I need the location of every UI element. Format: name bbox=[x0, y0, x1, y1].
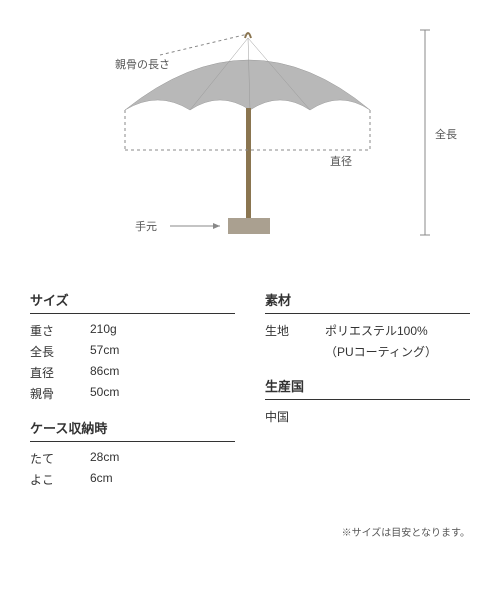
size-section: サイズ 重さ 210g 全長 57cm 直径 86cm 親骨 50cm bbox=[30, 290, 235, 404]
material-header: 素材 bbox=[265, 290, 470, 314]
spec-left-column: サイズ 重さ 210g 全長 57cm 直径 86cm 親骨 50cm ケース収… bbox=[30, 290, 235, 504]
spec-container: サイズ 重さ 210g 全長 57cm 直径 86cm 親骨 50cm ケース収… bbox=[30, 290, 470, 504]
total-length-label: 全長 bbox=[435, 127, 457, 141]
spec-value: 57cm bbox=[90, 343, 235, 360]
rib-length-label: 親骨の長さ bbox=[115, 58, 170, 71]
spec-row: 直径 86cm bbox=[30, 362, 235, 383]
spec-label: 生地 bbox=[265, 322, 325, 339]
spec-row: 全長 57cm bbox=[30, 341, 235, 362]
spec-row: 重さ 210g bbox=[30, 320, 235, 341]
origin-section: 生産国 中国 bbox=[265, 376, 470, 427]
origin-value: 中国 bbox=[265, 406, 470, 427]
spec-label: 直径 bbox=[30, 364, 90, 381]
spec-right-column: 素材 生地 ポリエステル100% （PUコーティング） 生産国 中国 bbox=[265, 290, 470, 504]
size-header: サイズ bbox=[30, 290, 235, 314]
spec-label: 親骨 bbox=[30, 385, 90, 402]
spec-value: ポリエステル100% bbox=[325, 322, 470, 339]
spec-value: 210g bbox=[90, 322, 235, 339]
spec-row: よこ 6cm bbox=[30, 469, 235, 490]
spec-value: 50cm bbox=[90, 385, 235, 402]
origin-header: 生産国 bbox=[265, 376, 470, 400]
spec-row: たて 28cm bbox=[30, 448, 235, 469]
case-section: ケース収納時 たて 28cm よこ 6cm bbox=[30, 418, 235, 490]
diameter-label: 直径 bbox=[330, 154, 352, 168]
spec-value: 28cm bbox=[90, 450, 235, 467]
footnote: ※サイズは目安となります。 bbox=[30, 524, 470, 539]
spec-row: （PUコーティング） bbox=[265, 341, 470, 362]
case-header: ケース収納時 bbox=[30, 418, 235, 442]
spec-row: 生地 ポリエステル100% bbox=[265, 320, 470, 341]
spec-label: たて bbox=[30, 450, 90, 467]
spec-value: 86cm bbox=[90, 364, 235, 381]
material-section: 素材 生地 ポリエステル100% （PUコーティング） bbox=[265, 290, 470, 362]
spec-value: 6cm bbox=[90, 471, 235, 488]
spec-label: 重さ bbox=[30, 322, 90, 339]
handle-label: 手元 bbox=[135, 219, 157, 233]
spec-label: よこ bbox=[30, 471, 90, 488]
umbrella-diagram: 親骨の長さ 直径 手元 全長 bbox=[30, 20, 470, 280]
spec-value: （PUコーティング） bbox=[325, 343, 470, 360]
spec-label: 全長 bbox=[30, 343, 90, 360]
spec-label bbox=[265, 343, 325, 360]
spec-row: 親骨 50cm bbox=[30, 383, 235, 404]
